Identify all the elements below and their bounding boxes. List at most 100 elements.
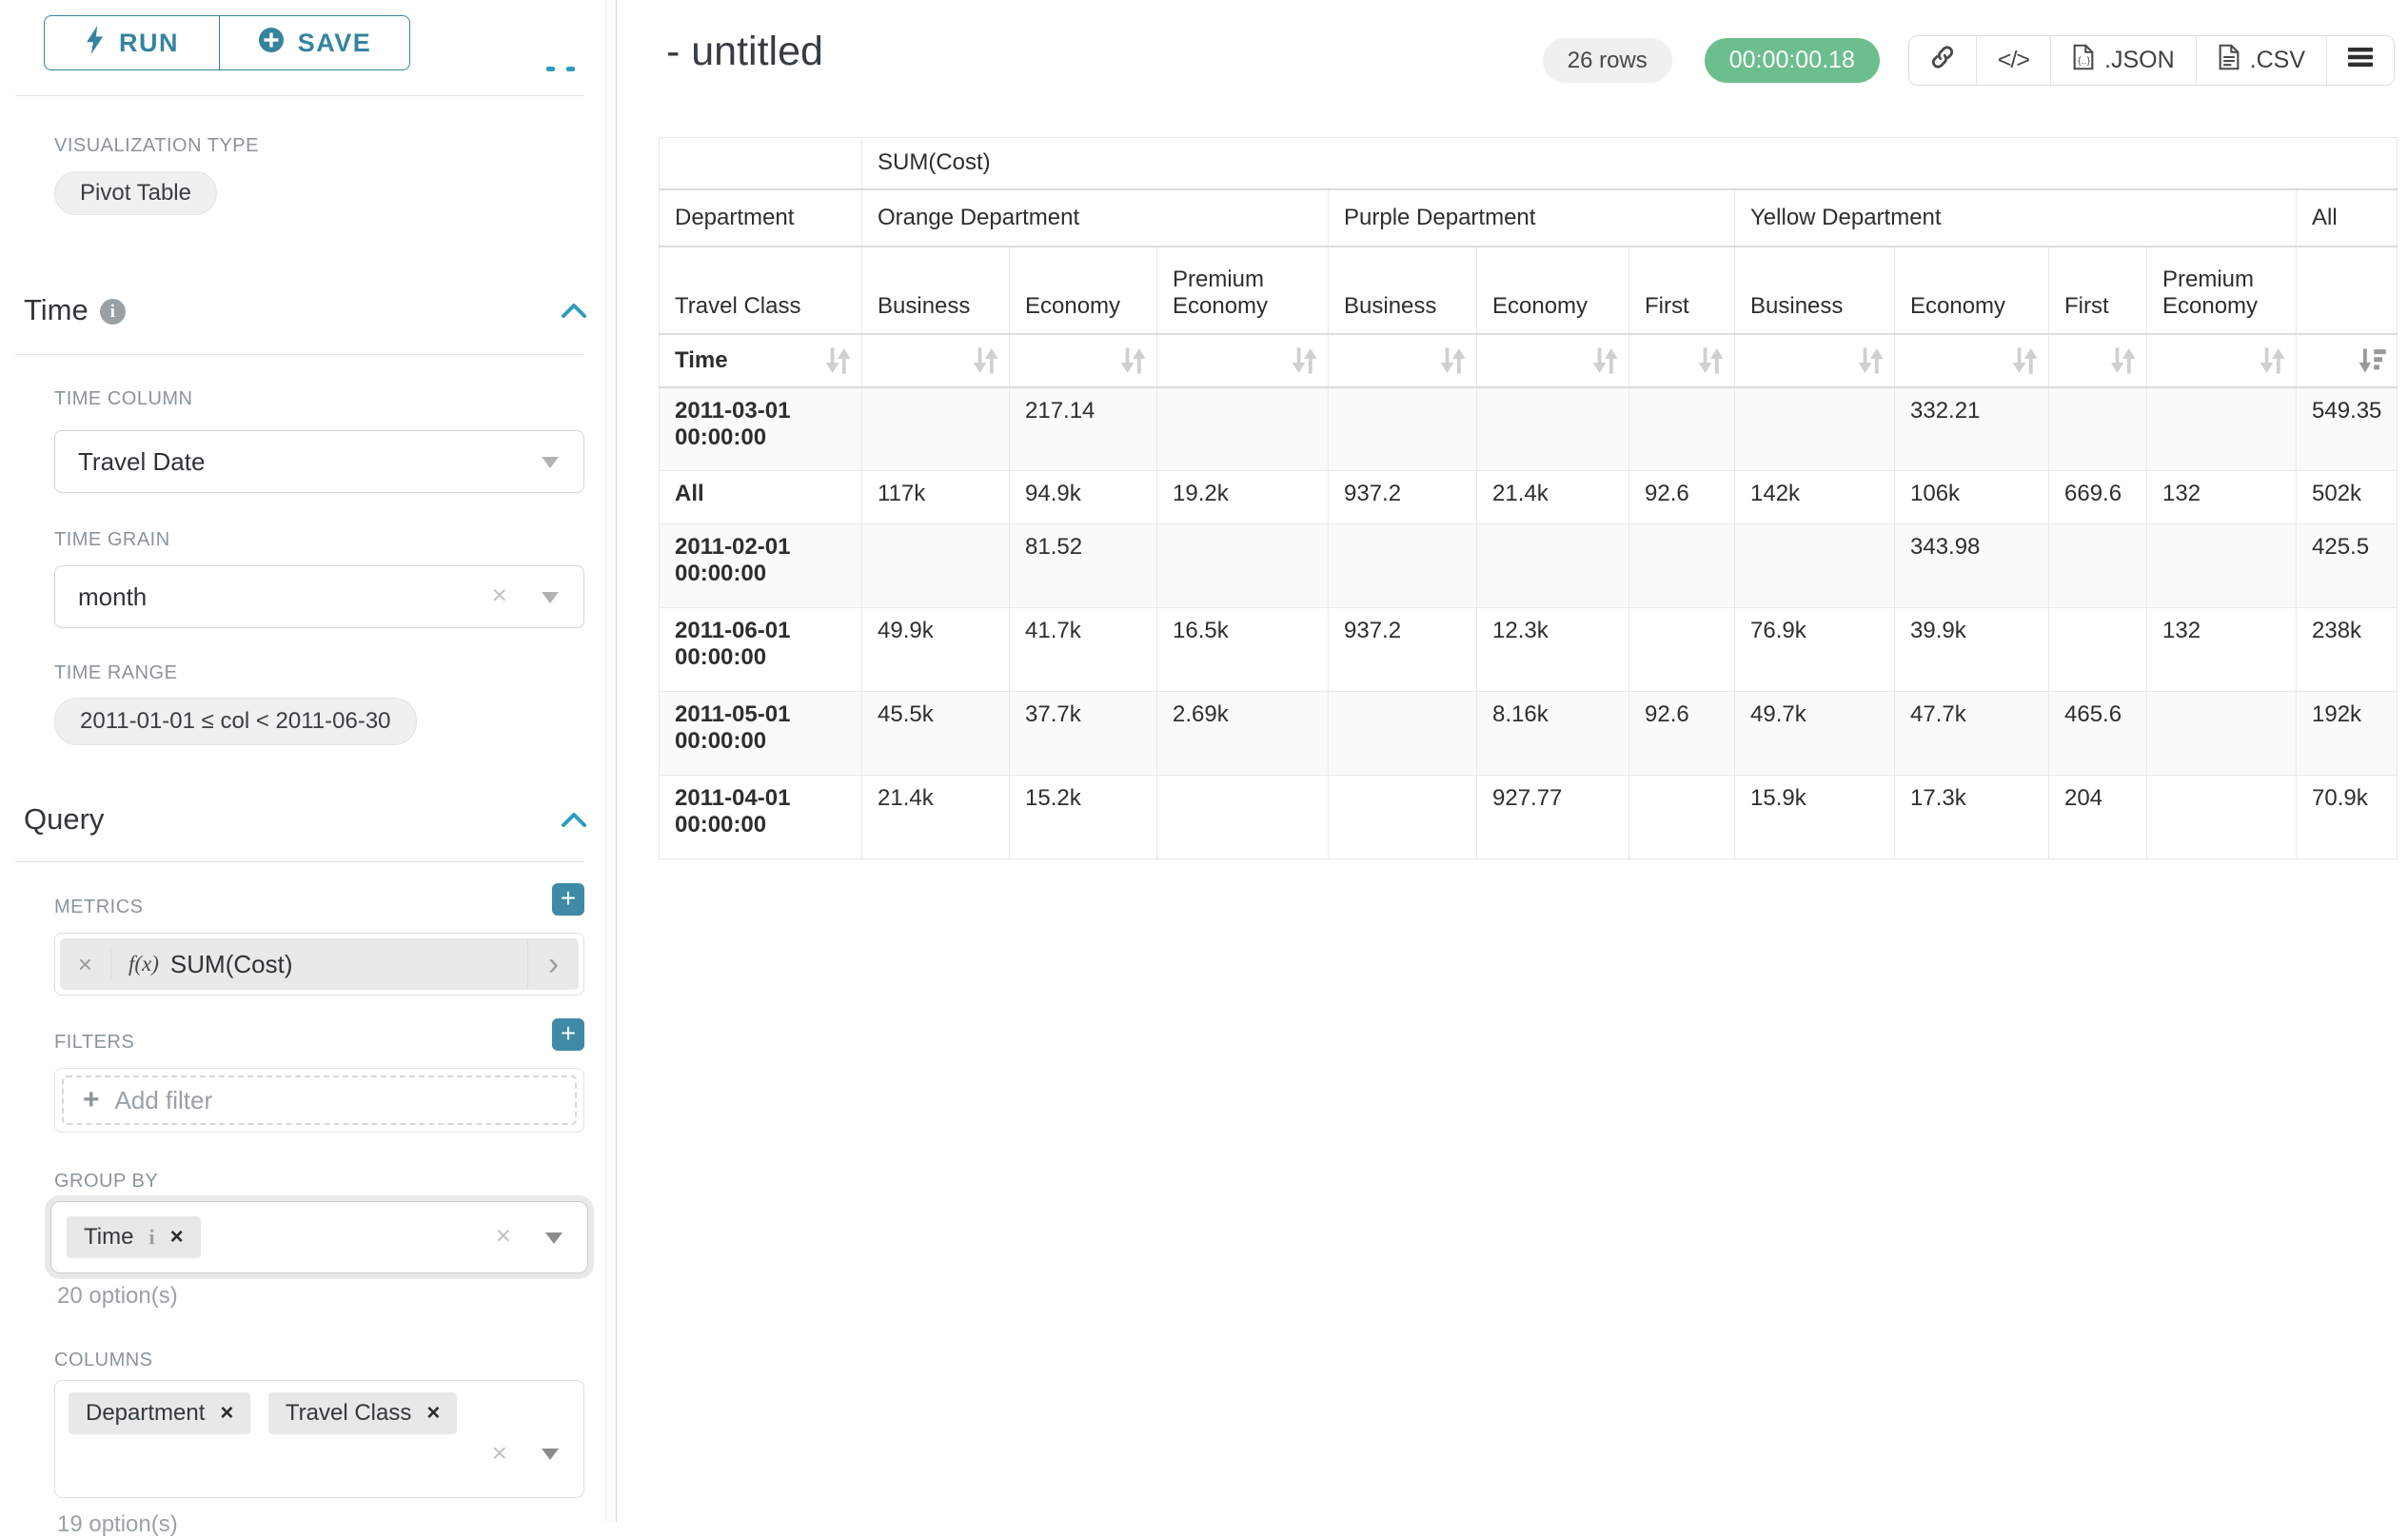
add-metric-button[interactable]: + [552, 883, 584, 916]
time-grain-select[interactable]: month × [54, 565, 584, 628]
pivot-value-cell: 47.7k [1895, 692, 2049, 776]
chart-panel: - untitled 26 rows 00:00:00.18 </> [618, 0, 2408, 1523]
sort-icon[interactable] [1696, 345, 1725, 376]
chevron-up-icon[interactable] [562, 303, 586, 318]
clear-icon[interactable]: × [492, 1438, 507, 1469]
sidebar-scrollbar[interactable] [605, 0, 616, 1523]
save-button[interactable]: SAVE [219, 15, 410, 70]
visualization-type-value[interactable]: Pivot Table [54, 171, 217, 215]
pivot-value-cell: 41.7k [1010, 608, 1157, 692]
pivot-value-cell: 17.3k [1895, 776, 2049, 859]
pivot-value-cell: 21.4k [1477, 471, 1629, 524]
pivot-value-cell: 12.3k [1477, 608, 1629, 692]
pivot-value-cell: 15.9k [1735, 776, 1895, 859]
json-file-icon: {..} [2072, 44, 2095, 77]
columns-tag-department: Department × [69, 1392, 250, 1434]
add-filter-button[interactable]: + Add filter [62, 1075, 577, 1125]
time-grain-label: TIME GRAIN [54, 529, 170, 551]
sort-icon[interactable] [823, 345, 852, 376]
pivot-sort-cell [2147, 334, 2297, 387]
pivot-value-cell: 49.7k [1735, 692, 1895, 776]
export-json-button[interactable]: {..} .JSON [2050, 36, 2196, 85]
chevron-up-icon[interactable] [562, 812, 586, 827]
time-range-value[interactable]: 2011-01-01 ≤ col < 2011-06-30 [54, 698, 417, 745]
group-by-select[interactable]: Time i × × [50, 1201, 588, 1273]
pivot-value-cell: 39.9k [1895, 608, 2049, 692]
pivot-group-header: Orange Department [862, 189, 1329, 246]
pivot-leaf-header: First [2049, 246, 2147, 334]
pivot-sort-cell [1735, 334, 1895, 387]
export-csv-button[interactable]: .CSV [2196, 36, 2326, 85]
pivot-group-header: All [2297, 189, 2398, 246]
caret-down-icon [542, 457, 559, 468]
sort-icon[interactable] [1438, 345, 1467, 376]
pivot-value-cell: 927.77 [1477, 776, 1629, 859]
sort-icon[interactable] [2258, 345, 2286, 376]
copy-link-button[interactable] [1909, 36, 1976, 85]
pivot-value-cell: 669.6 [2049, 471, 2147, 524]
pivot-value-cell [2147, 524, 2297, 608]
pivot-value-cell [2049, 608, 2147, 692]
query-section-header[interactable]: Query [24, 802, 104, 837]
pivot-value-cell [862, 387, 1010, 471]
pivot-corner-cell [660, 138, 862, 189]
filters-container: + Add filter [54, 1068, 584, 1133]
group-by-options-hint: 20 option(s) [57, 1283, 178, 1310]
metric-pill[interactable]: × f(x) SUM(Cost) › [60, 938, 579, 990]
sort-icon[interactable] [1118, 345, 1147, 376]
pivot-value-cell: 81.52 [1010, 524, 1157, 608]
add-filter-plus-button[interactable]: + [552, 1018, 584, 1051]
metrics-container: × f(x) SUM(Cost) › [54, 933, 584, 996]
pivot-leaf-header: Business [1735, 246, 1895, 334]
info-icon[interactable]: i [100, 299, 126, 325]
run-save-toolbar: RUN SAVE [0, 0, 605, 76]
pivot-value-cell: 343.98 [1895, 524, 2049, 608]
visualization-type-label: VISUALIZATION TYPE [54, 135, 259, 157]
remove-metric-icon[interactable]: × [60, 950, 111, 979]
sort-icon[interactable] [971, 345, 999, 376]
clipped-icon-tip [566, 67, 575, 71]
columns-select[interactable]: Department × Travel Class × × [54, 1380, 584, 1498]
sort-icon[interactable] [2010, 345, 2039, 376]
sort-icon[interactable] [1856, 345, 1885, 376]
pivot-group-header: Purple Department [1329, 189, 1735, 246]
view-query-button[interactable]: </> [1976, 36, 2050, 85]
sort-icon[interactable] [2108, 345, 2137, 376]
chart-title[interactable]: - untitled [666, 29, 823, 75]
pivot-value-cell: 92.6 [1629, 471, 1735, 524]
pivot-row-header: 2011-02-01 00:00:00 [660, 524, 862, 608]
pivot-value-cell: 70.9k [2297, 776, 2398, 859]
pivot-leaf-header: Business [1329, 246, 1477, 334]
pivot-sort-cell [1010, 334, 1157, 387]
lightning-bolt-icon [85, 26, 106, 61]
remove-tag-icon[interactable]: × [170, 1224, 184, 1251]
csv-file-icon [2218, 44, 2240, 77]
clipped-icon-tip [546, 67, 555, 71]
fx-icon: f(x) [128, 952, 159, 976]
clear-icon[interactable]: × [496, 1221, 511, 1252]
remove-tag-icon[interactable]: × [426, 1400, 440, 1427]
remove-tag-icon[interactable]: × [220, 1400, 233, 1427]
sort-descending-icon[interactable] [2359, 346, 2387, 375]
pivot-value-cell: 8.16k [1477, 692, 1629, 776]
pivot-sort-cell [1157, 334, 1329, 387]
run-button[interactable]: RUN [44, 15, 219, 70]
sort-icon[interactable] [1290, 345, 1318, 376]
info-icon[interactable]: i [148, 1225, 154, 1250]
pivot-value-cell [862, 524, 1010, 608]
pivot-value-cell: 92.6 [1629, 692, 1735, 776]
pivot-value-cell: 238k [2297, 608, 2398, 692]
row-count-badge: 26 rows [1543, 38, 1672, 83]
pivot-value-cell: 132 [2147, 608, 2297, 692]
time-column-select[interactable]: Travel Date [54, 430, 584, 493]
chevron-right-icon[interactable]: › [527, 939, 579, 989]
export-button-group: </> {..} .JSON .CSV [1908, 35, 2395, 86]
sort-icon[interactable] [1590, 345, 1619, 376]
menu-button[interactable] [2326, 36, 2394, 85]
clear-icon[interactable]: × [492, 581, 507, 611]
code-icon: </> [1998, 47, 2029, 74]
